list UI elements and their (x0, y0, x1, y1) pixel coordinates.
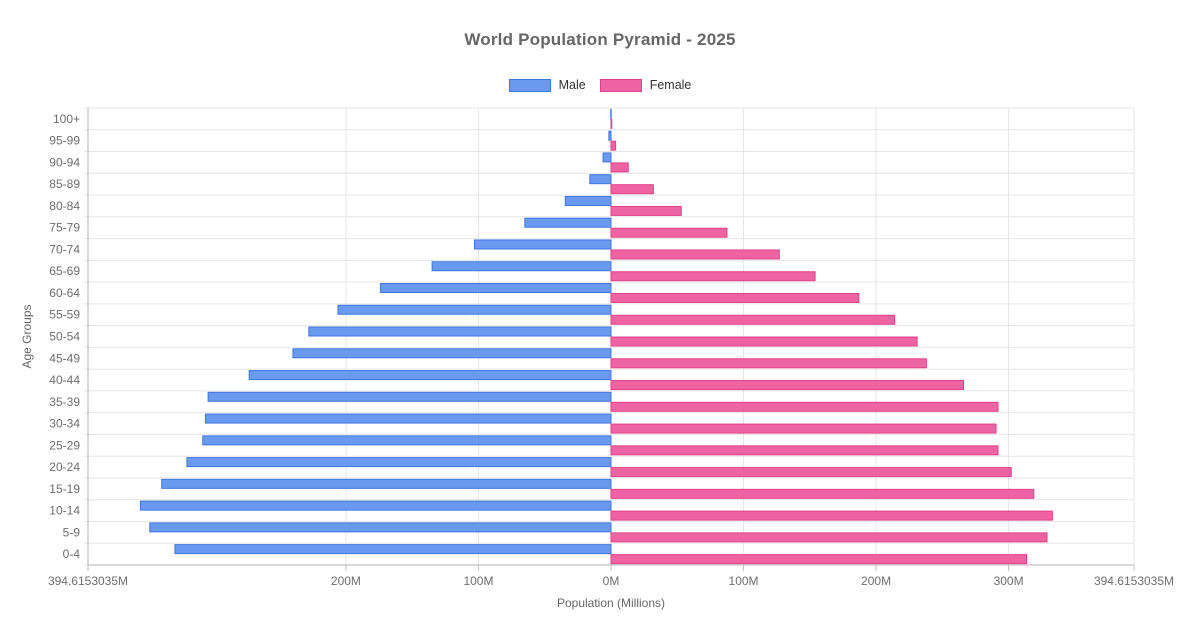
y-tick-label: 50-54 (49, 330, 80, 344)
bar-male-70-74 (473, 239, 612, 250)
bar-female-70-74 (610, 249, 780, 260)
y-tick-label: 95-99 (49, 134, 80, 148)
legend-label-male: Male (558, 78, 586, 92)
bar-male-0-4 (174, 544, 612, 555)
bar-female-85-89 (610, 184, 654, 195)
x-tick-label: 100M (729, 574, 759, 588)
y-tick-label: 85-89 (49, 177, 80, 191)
bar-female-30-34 (610, 423, 997, 434)
bar-male-65-69 (431, 261, 612, 272)
y-tick-label: 70-74 (49, 242, 80, 256)
bar-female-15-19 (610, 488, 1035, 499)
bar-female-95-99 (610, 140, 617, 151)
bar-male-20-24 (186, 457, 612, 468)
x-tick-label: 394.6153035M (1094, 574, 1174, 588)
bar-female-10-14 (610, 510, 1053, 521)
y-tick-label: 75-79 (49, 221, 80, 235)
bar-female-25-29 (610, 445, 999, 456)
y-tick-label: 20-24 (49, 460, 80, 474)
x-axis-title: Population (Millions) (557, 596, 665, 610)
x-tick-label: 394.6153035M (48, 574, 128, 588)
bar-male-50-54 (308, 326, 612, 337)
bar-female-50-54 (610, 336, 918, 347)
bar-male-75-79 (524, 217, 612, 228)
bar-female-60-64 (610, 292, 860, 303)
bar-male-55-59 (337, 304, 612, 315)
bar-male-95-99 (608, 130, 612, 141)
y-tick-label: 65-69 (49, 264, 80, 278)
bar-female-55-59 (610, 314, 896, 325)
y-tick-label: 25-29 (49, 438, 80, 452)
legend-label-female: Female (649, 78, 692, 92)
y-tick-label: 0-4 (63, 547, 81, 561)
y-tick-label: 100+ (53, 112, 80, 126)
bar-male-90-94 (602, 152, 612, 163)
bar-female-100+ (610, 118, 613, 129)
bar-male-40-44 (248, 370, 612, 381)
bar-female-65-69 (610, 271, 816, 282)
y-tick-label: 10-14 (49, 504, 80, 518)
bar-male-10-14 (140, 500, 612, 511)
bar-female-5-9 (610, 532, 1048, 543)
bar-male-35-39 (207, 391, 612, 402)
y-tick-label: 35-39 (49, 395, 80, 409)
y-tick-label: 80-84 (49, 199, 80, 213)
y-tick-label: 45-49 (49, 351, 80, 365)
x-tick-label: 100M (463, 574, 493, 588)
y-tick-label: 55-59 (49, 308, 80, 322)
bar-male-5-9 (149, 522, 612, 533)
y-tick-label: 40-44 (49, 373, 80, 387)
chart-title: World Population Pyramid - 2025 (464, 30, 736, 49)
chart-legend: Male Female (0, 78, 1200, 92)
bar-female-45-49 (610, 358, 927, 369)
x-tick-label: 0M (603, 574, 620, 588)
bar-male-15-19 (161, 478, 612, 489)
bar-male-80-84 (564, 195, 612, 206)
bar-female-80-84 (610, 205, 682, 216)
bar-female-90-94 (610, 162, 629, 173)
bar-male-30-34 (204, 413, 612, 424)
y-tick-label: 5-9 (63, 525, 81, 539)
x-tick-label: 300M (994, 574, 1024, 588)
male-color-swatch (508, 78, 551, 92)
bar-male-100+ (610, 108, 612, 119)
bar-male-25-29 (202, 435, 612, 446)
y-tick-label: 30-34 (49, 417, 80, 431)
y-tick-label: 15-19 (49, 482, 80, 496)
bar-female-75-79 (610, 227, 728, 238)
female-color-swatch (599, 78, 642, 92)
bar-male-85-89 (589, 174, 612, 185)
y-axis-title: Age Groups (20, 304, 34, 368)
x-tick-label: 200M (861, 574, 891, 588)
bar-female-20-24 (610, 467, 1012, 478)
bar-female-35-39 (610, 401, 999, 412)
bar-female-40-44 (610, 380, 965, 391)
legend-item-female[interactable]: Female (599, 78, 692, 92)
bar-male-45-49 (292, 348, 612, 359)
bar-female-0-4 (610, 554, 1027, 565)
legend-item-male[interactable]: Male (508, 78, 586, 92)
x-tick-label: 200M (331, 574, 361, 588)
y-tick-label: 90-94 (49, 155, 80, 169)
bar-male-60-64 (379, 282, 612, 293)
y-tick-label: 60-64 (49, 286, 80, 300)
